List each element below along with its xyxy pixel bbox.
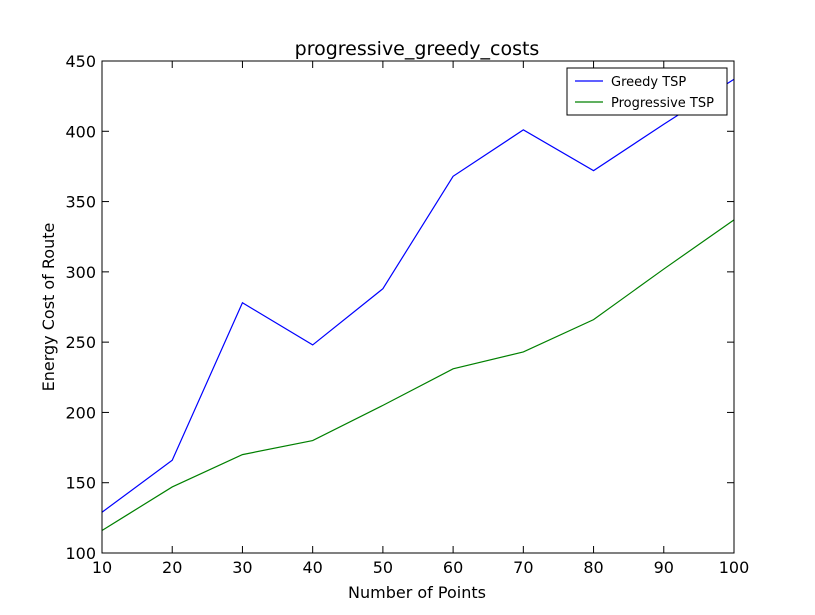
x-tick-label: 40 [302, 558, 322, 577]
ticks-layer: 10 20 30 40 50 60 70 80 90 100 100 150 200 250 300 350 4… [65, 52, 749, 577]
y-tick-label: 400 [65, 122, 96, 141]
chart-title: progressive_greedy_costs [295, 38, 540, 60]
x-tick-label: 80 [583, 558, 603, 577]
x-tick-label: 90 [654, 558, 674, 577]
legend-box [566, 67, 728, 116]
y-tick-label: 150 [65, 474, 96, 493]
y-tick-label: 100 [65, 544, 96, 563]
legend-label-2: Progressive TSP [611, 96, 714, 111]
x-axis-label: Number of Points [348, 583, 486, 602]
y-axis-label: Energy Cost of Route [39, 223, 58, 392]
x-tick-label: 60 [443, 558, 463, 577]
x-tick-label: 20 [162, 558, 182, 577]
plot-frame [101, 60, 735, 554]
series-line-1 [101, 78, 735, 513]
x-tick-label: 50 [373, 558, 393, 577]
y-tick-label: 300 [65, 263, 96, 282]
series-layer [101, 78, 735, 532]
legend: Greedy TSP Progressive TSP [566, 67, 728, 116]
legend-label-1: Greedy TSP [611, 75, 686, 90]
y-tick-label: 200 [65, 403, 96, 422]
x-tick-label: 70 [513, 558, 533, 577]
y-tick-label: 350 [65, 193, 96, 212]
series-line-2 [101, 219, 735, 532]
x-tick-label: 30 [232, 558, 252, 577]
y-tick-label: 450 [65, 52, 96, 71]
y-tick-label: 250 [65, 333, 96, 352]
x-tick-label: 10 [92, 558, 112, 577]
x-tick-label: 100 [719, 558, 750, 577]
